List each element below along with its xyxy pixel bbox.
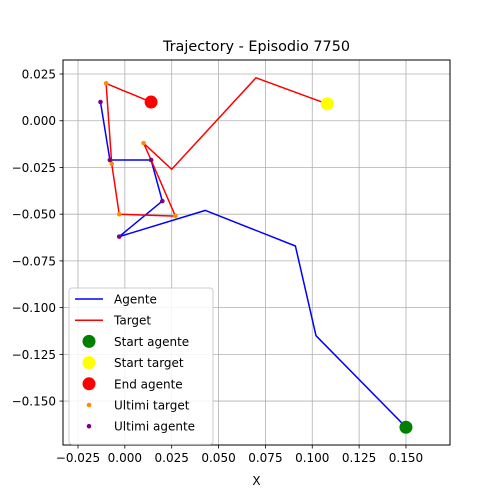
plot-frame <box>62 59 451 446</box>
y-tick-label: −0.150 <box>12 395 56 409</box>
y-axis-ticks: 0.025 0.000 −0.025 −0.050 −0.075 −0.100 −0.125… <box>12 68 63 409</box>
series-line-target <box>105 77 328 217</box>
ultimi-target-point <box>116 211 122 217</box>
x-tick-label: 0.150 <box>389 451 423 465</box>
ultimi-agente-point <box>107 157 113 163</box>
legend-swatch-start-target <box>82 356 96 370</box>
x-tick-label: 0.100 <box>295 451 329 465</box>
legend-label-end-agente: End agente <box>114 377 183 391</box>
legend-box <box>68 287 214 445</box>
start-target-marker <box>320 97 334 111</box>
y-tick-label: −0.025 <box>12 161 56 175</box>
endpoint-markers <box>144 95 413 434</box>
ultimi-target-point <box>173 213 178 219</box>
x-tick-label: −0.025 <box>56 451 100 465</box>
x-axis-ticks: −0.025 0.000 0.025 0.050 0.075 0.100 0.125 0.15… <box>56 445 423 465</box>
legend-label-ultimi-target: Ultimi target <box>114 399 190 413</box>
y-tick-label: −0.075 <box>12 254 56 268</box>
legend-label-start-target: Start target <box>114 356 184 370</box>
end-agente-marker <box>144 95 158 109</box>
ultimi-agente-point <box>116 234 122 239</box>
legend-label-agente: Agente <box>114 293 157 307</box>
ultimi-agente-point <box>160 198 165 204</box>
x-tick-label: 0.050 <box>201 451 235 465</box>
x-tick-label: 0.000 <box>108 451 142 465</box>
ultimi-target-point <box>103 81 109 86</box>
ultimi-target-point <box>141 140 146 146</box>
y-tick-label: 0.000 <box>22 114 56 128</box>
y-tick-label: −0.125 <box>12 348 56 362</box>
x-tick-label: 0.125 <box>342 451 376 465</box>
ultimi-agente-point <box>98 99 103 105</box>
start-agente-marker <box>399 420 413 434</box>
ultimi-target-point <box>109 161 115 167</box>
legend-swatch-start-agente <box>82 334 96 348</box>
legend-label-target: Target <box>113 314 151 328</box>
ultimi-agente-point <box>148 157 154 163</box>
legend-label-ultimi-agente: Ultimi agente <box>114 420 195 434</box>
x-tick-label: 0.025 <box>155 451 189 465</box>
chart-title: Trajectory - Episodio 7750 <box>162 39 350 55</box>
grid <box>63 60 450 445</box>
legend-swatch-ultimi-target <box>86 402 92 408</box>
y-tick-label: −0.050 <box>12 208 56 222</box>
legend-swatch-end-agente <box>82 377 96 391</box>
y-tick-label: 0.025 <box>22 68 56 82</box>
x-tick-label: 0.075 <box>248 451 282 465</box>
legend-swatch-ultimi-agente <box>86 423 92 429</box>
recent-points <box>98 81 178 239</box>
legend-label-start-agente: Start agente <box>114 335 189 349</box>
y-tick-label: −0.100 <box>12 301 56 315</box>
legend: Agente Target Start agente Start target End … <box>68 287 214 445</box>
x-axis-label: X <box>252 474 260 488</box>
